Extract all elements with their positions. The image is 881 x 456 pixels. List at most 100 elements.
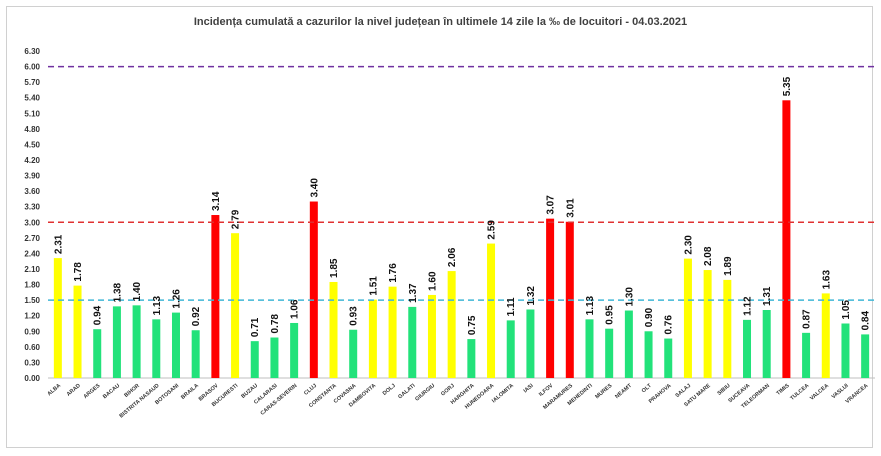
x-tick-label: GORJ	[440, 383, 456, 398]
x-tick-label: ALBA	[47, 383, 63, 397]
y-tick-label: 5.70	[24, 78, 40, 87]
y-tick-label: 3.60	[24, 187, 40, 196]
bar-constanta	[329, 281, 338, 378]
data-label: 0.90	[644, 307, 655, 327]
data-label: 1.38	[112, 282, 123, 302]
bar-caras-severin	[290, 322, 299, 378]
bar-salaj	[683, 258, 692, 378]
x-tick-label: CLUJ	[303, 383, 318, 397]
y-tick-label: 1.80	[24, 281, 40, 290]
y-tick-label: 4.50	[24, 140, 40, 149]
x-tick-label: OLT	[641, 383, 653, 395]
data-label: 0.71	[250, 317, 261, 337]
data-label: 1.76	[388, 263, 399, 283]
x-tick-label: SIBIU	[717, 383, 732, 397]
data-label: 1.51	[368, 276, 379, 296]
data-label: 1.13	[585, 295, 596, 315]
data-label: 0.94	[93, 305, 104, 325]
data-label: 1.30	[624, 287, 635, 307]
data-label: 0.93	[349, 306, 360, 326]
x-tick-label: NEAMT	[614, 383, 633, 401]
x-tick-label: BACAU	[102, 383, 121, 400]
bar-brasov	[211, 215, 220, 378]
data-label: 0.87	[802, 309, 813, 329]
data-label: 1.40	[132, 281, 143, 301]
y-tick-label: 0.60	[24, 343, 40, 352]
data-label: 1.13	[152, 295, 163, 315]
x-tick-label: GIURGIU	[414, 383, 436, 403]
data-label: 1.31	[762, 286, 773, 306]
data-label: 3.01	[565, 198, 576, 218]
x-tick-label: TULCEA	[789, 383, 810, 402]
bar-ilfov	[546, 218, 555, 378]
data-label: 0.92	[191, 306, 202, 326]
bar-dolj	[388, 286, 397, 378]
data-label: 1.12	[743, 296, 754, 316]
bar-mehedinti	[585, 319, 594, 378]
data-label: 3.07	[546, 195, 557, 215]
data-label: 3.14	[211, 191, 222, 211]
data-label: 2.30	[683, 235, 694, 255]
bar-sibiu	[723, 279, 732, 378]
bar-harghita	[467, 339, 476, 378]
bar-hunedoara	[487, 243, 496, 378]
y-tick-label: 6.00	[24, 63, 40, 72]
data-label: 1.78	[73, 262, 84, 282]
bar-bacau	[112, 306, 121, 378]
data-label: 0.75	[467, 315, 478, 335]
bar-iasi	[526, 309, 535, 378]
data-label: 0.78	[270, 314, 281, 334]
bar-buzau	[250, 341, 259, 378]
bar-botosani	[171, 312, 180, 378]
bar-bucuresti	[231, 233, 240, 378]
bar-vaslui	[841, 323, 850, 378]
bar-neamt	[624, 310, 633, 378]
y-tick-label: 1.50	[24, 296, 40, 305]
data-label: 0.84	[861, 310, 872, 330]
data-label: 1.85	[329, 258, 340, 278]
data-label: 1.63	[821, 269, 832, 289]
data-label: 1.26	[171, 289, 182, 309]
bar-calarasi	[270, 337, 279, 378]
bar-valcea	[821, 293, 830, 378]
x-tick-label: CARAS-SEVERIN	[260, 383, 299, 417]
x-tick-label: ARGES	[83, 383, 102, 400]
x-tick-label: VALCEA	[809, 383, 830, 402]
x-tick-label: MURES	[594, 383, 613, 401]
x-tick-label: SALAJ	[675, 383, 693, 399]
y-tick-label: 0.90	[24, 327, 40, 336]
y-tick-label: 2.70	[24, 234, 40, 243]
bar-alba	[53, 258, 62, 378]
data-label: 1.06	[290, 299, 301, 319]
x-tick-label: DOLJ	[382, 383, 397, 397]
data-label: 0.76	[664, 315, 675, 335]
y-tick-label: 6.30	[24, 47, 40, 56]
data-label: 2.79	[231, 209, 242, 229]
bar-vrancea	[861, 334, 870, 378]
y-tick-label: 3.30	[24, 203, 40, 212]
bar-giurgiu	[427, 294, 436, 378]
data-label: 1.60	[427, 271, 438, 291]
bar-bihor	[132, 305, 141, 378]
data-label: 5.35	[782, 76, 793, 96]
bar-gorj	[447, 271, 456, 378]
x-tick-label: BIHOR	[123, 383, 140, 399]
bar-teleorman	[762, 310, 771, 378]
y-tick-label: 1.20	[24, 312, 40, 321]
bar-covasna	[349, 329, 358, 378]
y-tick-label: 3.00	[24, 218, 40, 227]
y-tick-label: 2.10	[24, 265, 40, 274]
y-tick-label: 4.20	[24, 156, 40, 165]
bar-satu-mare	[703, 270, 712, 378]
bar-arad	[73, 285, 82, 378]
y-tick-label: 0.00	[24, 374, 40, 383]
bar-suceava	[743, 319, 752, 378]
bar-ialomita	[506, 320, 515, 378]
bar-galati	[408, 306, 417, 378]
x-tick-label: IALOMITA	[491, 383, 515, 404]
bar-braila	[191, 330, 200, 378]
data-label: 3.40	[309, 178, 320, 198]
x-tick-label: IASI	[523, 383, 535, 395]
x-tick-label: ARAD	[66, 383, 82, 398]
y-tick-label: 4.80	[24, 125, 40, 134]
